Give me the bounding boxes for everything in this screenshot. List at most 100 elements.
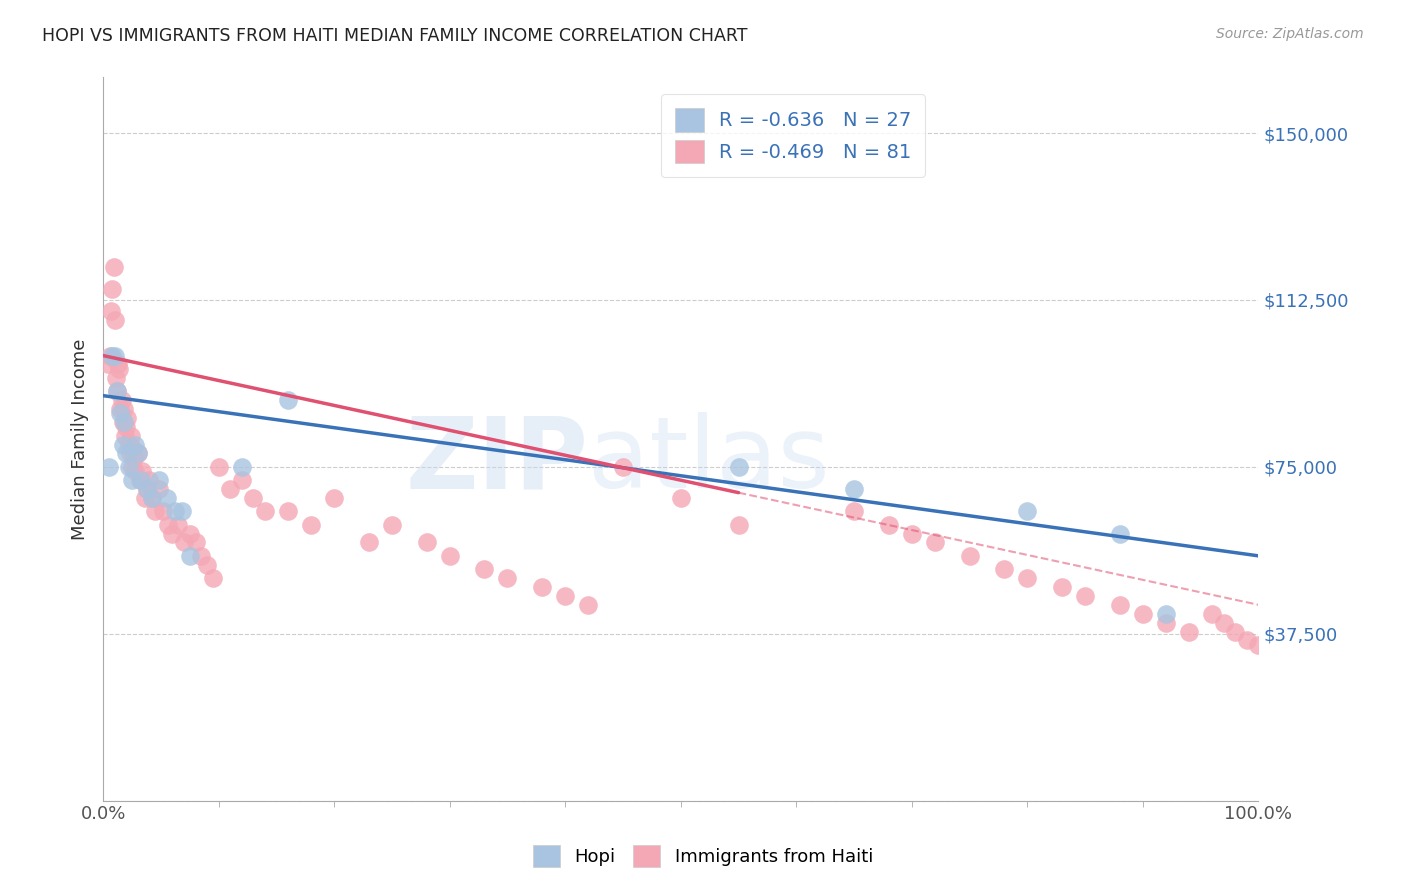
Point	[1154, 607, 1177, 621]
Point	[98, 349, 121, 363]
Point	[115, 419, 138, 434]
Point	[415, 535, 437, 549]
Point	[877, 517, 900, 532]
Point	[1017, 504, 1039, 518]
Point	[104, 371, 127, 385]
Text: ZIP: ZIP	[405, 412, 588, 509]
Point	[842, 482, 865, 496]
Point	[112, 415, 135, 429]
Point	[136, 482, 159, 496]
Point	[127, 446, 149, 460]
Point	[496, 571, 519, 585]
Point	[152, 504, 174, 518]
Point	[121, 473, 143, 487]
Point	[242, 491, 264, 505]
Point	[277, 393, 299, 408]
Point	[1247, 638, 1270, 652]
Point	[110, 393, 132, 408]
Point	[156, 491, 179, 505]
Point	[156, 517, 179, 532]
Point	[129, 473, 152, 487]
Legend: Hopi, Immigrants from Haiti: Hopi, Immigrants from Haiti	[526, 838, 880, 874]
Point	[162, 526, 184, 541]
Point	[993, 562, 1015, 576]
Point	[924, 535, 946, 549]
Point	[669, 491, 692, 505]
Point	[111, 437, 134, 451]
Point	[1132, 607, 1154, 621]
Point	[110, 402, 132, 417]
Point	[97, 459, 120, 474]
Point	[141, 491, 163, 505]
Point	[115, 446, 138, 460]
Point	[124, 437, 146, 451]
Point	[104, 313, 127, 327]
Point	[179, 526, 201, 541]
Point	[201, 571, 224, 585]
Point	[1050, 580, 1073, 594]
Point	[110, 406, 132, 420]
Point	[118, 446, 141, 460]
Point	[1108, 598, 1130, 612]
Point	[97, 358, 120, 372]
Text: atlas: atlas	[588, 412, 830, 509]
Point	[1178, 624, 1201, 639]
Point	[277, 504, 299, 518]
Point	[959, 549, 981, 563]
Point	[901, 526, 924, 541]
Point	[167, 517, 190, 532]
Point	[439, 549, 461, 563]
Point	[129, 473, 152, 487]
Point	[131, 464, 153, 478]
Point	[1212, 615, 1234, 630]
Point	[134, 491, 156, 505]
Point	[842, 504, 865, 518]
Point	[1074, 589, 1097, 603]
Point	[111, 415, 134, 429]
Point	[531, 580, 554, 594]
Point	[170, 504, 193, 518]
Point	[231, 459, 253, 474]
Point	[173, 535, 195, 549]
Point	[554, 589, 576, 603]
Point	[117, 410, 139, 425]
Point	[576, 598, 599, 612]
Point	[727, 517, 749, 532]
Point	[141, 491, 163, 505]
Point	[381, 517, 404, 532]
Point	[163, 504, 186, 518]
Point	[299, 517, 322, 532]
Point	[120, 428, 142, 442]
Point	[138, 473, 160, 487]
Point	[208, 459, 231, 474]
Text: Source: ZipAtlas.com: Source: ZipAtlas.com	[1216, 27, 1364, 41]
Point	[474, 562, 496, 576]
Point	[195, 558, 218, 572]
Point	[612, 459, 634, 474]
Point	[136, 482, 159, 496]
Point	[727, 459, 749, 474]
Y-axis label: Median Family Income: Median Family Income	[72, 338, 89, 540]
Point	[231, 473, 253, 487]
Point	[219, 482, 242, 496]
Point	[117, 459, 139, 474]
Point	[104, 349, 127, 363]
Legend: R = -0.636   N = 27, R = -0.469   N = 81: R = -0.636 N = 27, R = -0.469 N = 81	[661, 95, 925, 177]
Point	[1201, 607, 1223, 621]
Point	[122, 442, 145, 456]
Point	[179, 549, 201, 563]
Point	[1236, 633, 1258, 648]
Point	[105, 384, 128, 399]
Point	[1225, 624, 1247, 639]
Point	[103, 260, 125, 274]
Point	[184, 535, 207, 549]
Point	[148, 482, 170, 496]
Point	[253, 504, 276, 518]
Point	[100, 304, 122, 318]
Point	[357, 535, 380, 549]
Point	[1017, 571, 1039, 585]
Point	[108, 362, 131, 376]
Point	[124, 464, 146, 478]
Point	[323, 491, 346, 505]
Point	[148, 473, 170, 487]
